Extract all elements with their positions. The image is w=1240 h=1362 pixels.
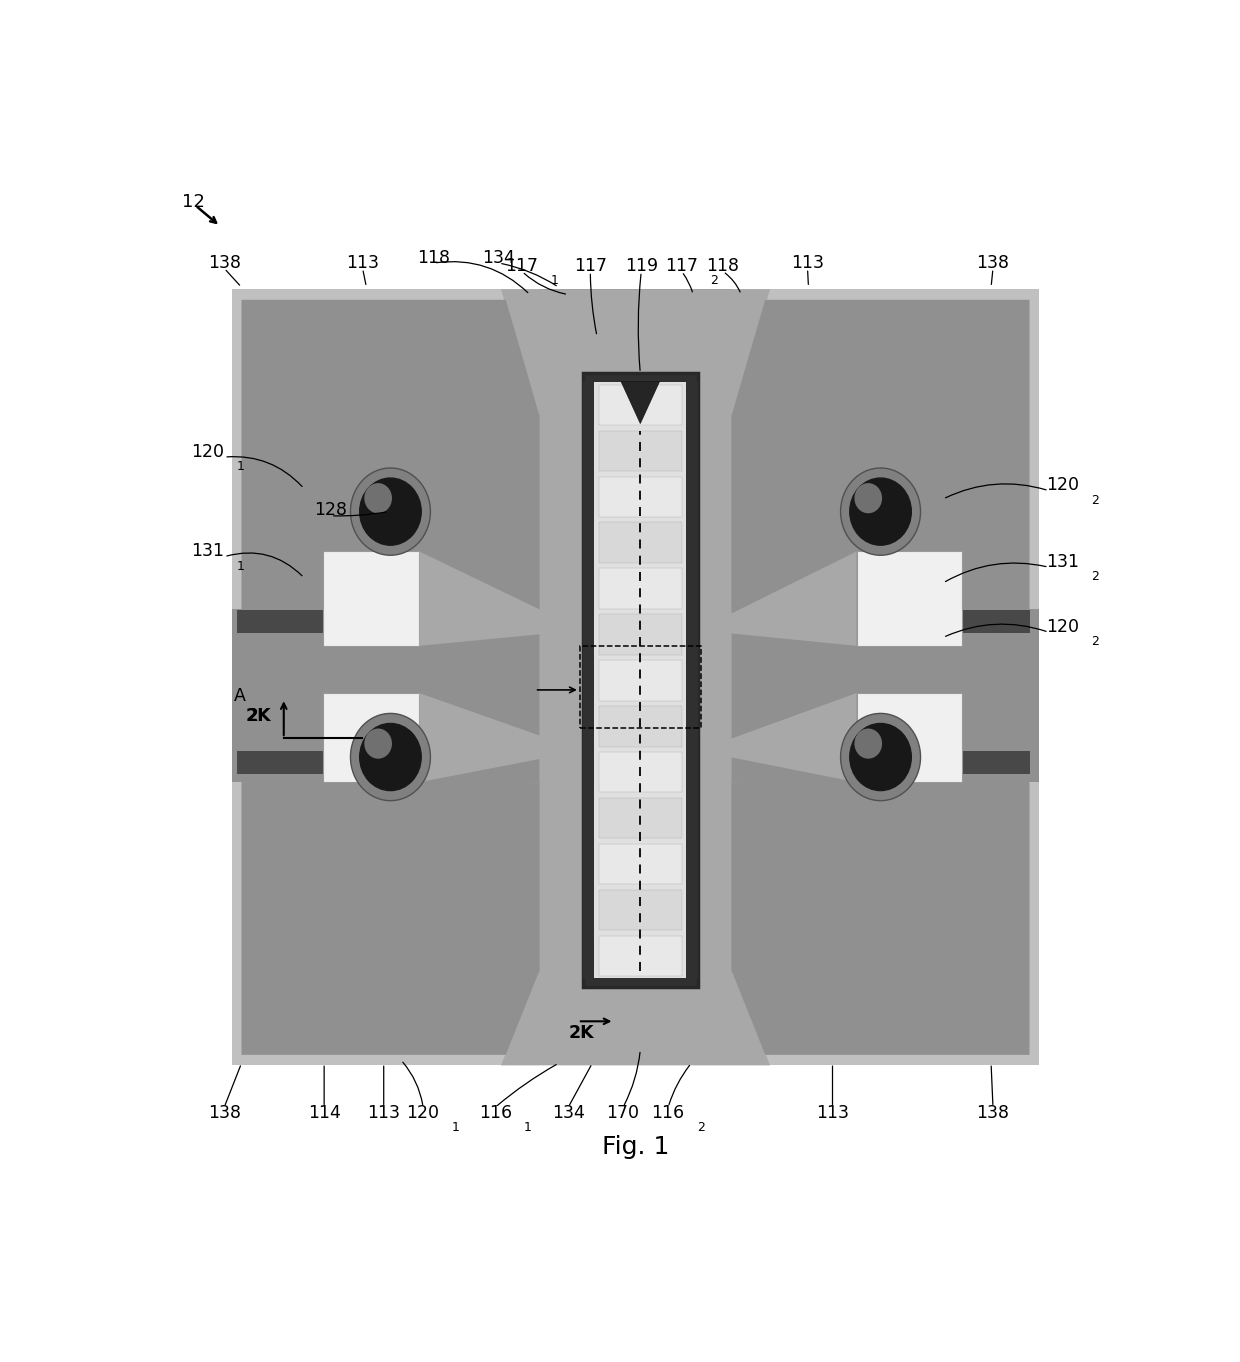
Circle shape bbox=[841, 714, 920, 801]
Text: 113: 113 bbox=[816, 1103, 849, 1121]
Bar bbox=[237, 750, 401, 774]
Bar bbox=[232, 782, 539, 1065]
Bar bbox=[539, 289, 732, 1065]
Bar bbox=[324, 552, 419, 646]
Bar bbox=[599, 614, 682, 655]
Bar bbox=[599, 844, 682, 884]
Bar bbox=[232, 289, 1039, 1065]
Circle shape bbox=[365, 484, 392, 513]
Text: 117: 117 bbox=[665, 257, 698, 275]
Bar bbox=[583, 373, 698, 986]
Text: 138: 138 bbox=[976, 255, 1009, 272]
Bar bbox=[324, 693, 419, 782]
Bar bbox=[599, 798, 682, 838]
Circle shape bbox=[849, 723, 911, 790]
Bar bbox=[594, 381, 687, 978]
Bar bbox=[237, 610, 401, 633]
Polygon shape bbox=[242, 776, 539, 1054]
Bar bbox=[599, 385, 682, 425]
Polygon shape bbox=[732, 300, 1029, 614]
Text: 1: 1 bbox=[525, 1121, 532, 1133]
Polygon shape bbox=[501, 289, 770, 1065]
Polygon shape bbox=[698, 552, 857, 646]
Bar bbox=[857, 693, 962, 782]
Bar bbox=[732, 782, 1039, 1065]
Bar bbox=[580, 646, 701, 727]
Text: 128: 128 bbox=[315, 500, 347, 519]
Circle shape bbox=[841, 469, 920, 556]
Text: 120: 120 bbox=[1045, 618, 1079, 636]
Text: 117: 117 bbox=[506, 257, 538, 275]
Text: 119: 119 bbox=[625, 257, 658, 275]
Text: 131: 131 bbox=[1045, 553, 1079, 571]
Text: 138: 138 bbox=[207, 1103, 241, 1121]
Text: 113: 113 bbox=[346, 255, 379, 272]
Text: 2K: 2K bbox=[246, 707, 272, 725]
Circle shape bbox=[854, 484, 882, 513]
Circle shape bbox=[854, 729, 882, 759]
Bar bbox=[599, 889, 682, 930]
Bar bbox=[599, 523, 682, 563]
Circle shape bbox=[360, 478, 422, 545]
Text: 118: 118 bbox=[707, 257, 739, 275]
Text: 138: 138 bbox=[976, 1103, 1009, 1121]
Bar bbox=[947, 610, 1029, 633]
Polygon shape bbox=[698, 693, 857, 782]
Text: 170: 170 bbox=[606, 1103, 640, 1121]
Text: 120: 120 bbox=[191, 443, 224, 460]
Bar bbox=[947, 750, 1029, 774]
Text: Fig. 1: Fig. 1 bbox=[601, 1135, 670, 1159]
Text: 2: 2 bbox=[711, 274, 718, 287]
Text: 138: 138 bbox=[207, 255, 241, 272]
Text: 113: 113 bbox=[791, 255, 825, 272]
Bar bbox=[599, 661, 682, 700]
Text: 114: 114 bbox=[308, 1103, 341, 1121]
Text: 134: 134 bbox=[482, 249, 516, 267]
Bar bbox=[599, 752, 682, 793]
Bar bbox=[232, 289, 539, 609]
Text: 116: 116 bbox=[651, 1103, 684, 1121]
Text: 1: 1 bbox=[237, 460, 244, 473]
Text: 116: 116 bbox=[479, 1103, 512, 1121]
Bar bbox=[583, 381, 599, 978]
Polygon shape bbox=[732, 776, 1029, 1054]
Bar bbox=[599, 430, 682, 471]
Bar bbox=[599, 706, 682, 746]
Bar bbox=[682, 381, 698, 978]
Text: 117: 117 bbox=[574, 257, 606, 275]
Text: 1: 1 bbox=[551, 274, 559, 287]
Bar bbox=[232, 609, 1039, 782]
Bar bbox=[732, 289, 1039, 609]
Text: 131: 131 bbox=[191, 542, 224, 561]
Polygon shape bbox=[242, 300, 539, 614]
Text: 2: 2 bbox=[1091, 493, 1099, 507]
Text: 1: 1 bbox=[451, 1121, 460, 1133]
Text: 12: 12 bbox=[182, 193, 205, 211]
Text: 113: 113 bbox=[367, 1103, 401, 1121]
Text: 2K: 2K bbox=[248, 707, 270, 725]
Text: 120: 120 bbox=[407, 1103, 440, 1121]
Text: A: A bbox=[233, 688, 246, 706]
Bar bbox=[857, 552, 962, 646]
Text: 2K: 2K bbox=[569, 1024, 594, 1042]
Circle shape bbox=[351, 714, 430, 801]
Text: 134: 134 bbox=[552, 1103, 585, 1121]
Bar bbox=[599, 477, 682, 518]
Text: 2: 2 bbox=[697, 1121, 704, 1133]
Text: 2: 2 bbox=[1091, 571, 1099, 583]
Text: 2: 2 bbox=[1091, 635, 1099, 648]
Polygon shape bbox=[419, 693, 583, 782]
Circle shape bbox=[351, 469, 430, 556]
Text: 120: 120 bbox=[1045, 477, 1079, 494]
Bar bbox=[599, 936, 682, 977]
Circle shape bbox=[360, 723, 422, 790]
Text: 1: 1 bbox=[237, 560, 244, 572]
Circle shape bbox=[365, 729, 392, 759]
Bar bbox=[599, 568, 682, 609]
Circle shape bbox=[849, 478, 911, 545]
Text: 118: 118 bbox=[417, 249, 450, 267]
Polygon shape bbox=[621, 381, 660, 424]
Polygon shape bbox=[419, 552, 583, 646]
